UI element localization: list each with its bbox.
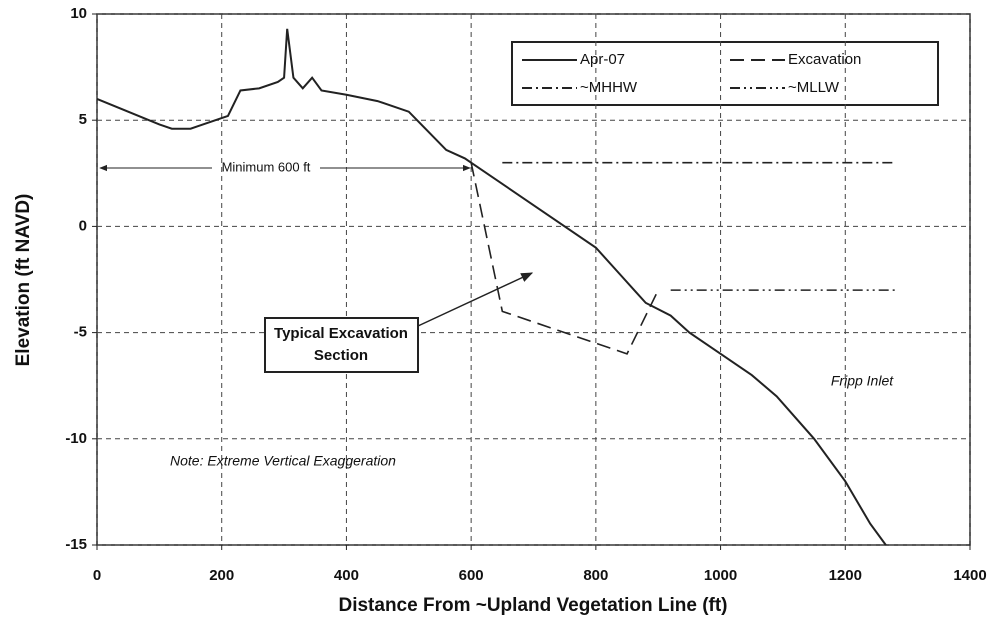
x-tick-label: 200 <box>209 567 234 584</box>
y-tick-label: 5 <box>79 111 87 128</box>
x-tick-label: 0 <box>93 567 101 584</box>
y-tick-label: -10 <box>65 430 87 447</box>
legend-label: Apr-07 <box>580 51 625 68</box>
y-tick-label: -15 <box>65 536 87 553</box>
series-line <box>470 162 659 355</box>
legend <box>511 41 939 106</box>
legend-label: Excavation <box>788 51 861 68</box>
arrow <box>417 272 534 327</box>
annotation: Fripp Inlet <box>831 373 894 389</box>
legend-label: ~MHHW <box>580 79 638 96</box>
x-tick-label: 1000 <box>704 567 737 584</box>
y-tick-label: 0 <box>79 217 87 234</box>
annotation-box <box>264 317 419 373</box>
y-tick-label: -5 <box>74 324 87 341</box>
annotation: Minimum 600 ft <box>222 159 311 174</box>
y-tick-label: 10 <box>70 5 87 22</box>
annotation: Typical Excavation <box>274 325 408 342</box>
y-axis-label: Elevation (ft NAVD) <box>13 194 34 367</box>
x-axis-label: Distance From ~Upland Vegetation Line (f… <box>338 595 727 616</box>
series-line <box>96 28 887 546</box>
x-tick-label: 400 <box>334 567 359 584</box>
legend-label: ~MLLW <box>788 79 840 96</box>
annotation: Section <box>314 347 368 364</box>
x-tick-label: 1400 <box>953 567 986 584</box>
x-tick-label: 600 <box>459 567 484 584</box>
annotation: Note: Extreme Vertical Exaggeration <box>170 453 396 469</box>
x-tick-label: 800 <box>583 567 608 584</box>
x-tick-label: 1200 <box>829 567 862 584</box>
